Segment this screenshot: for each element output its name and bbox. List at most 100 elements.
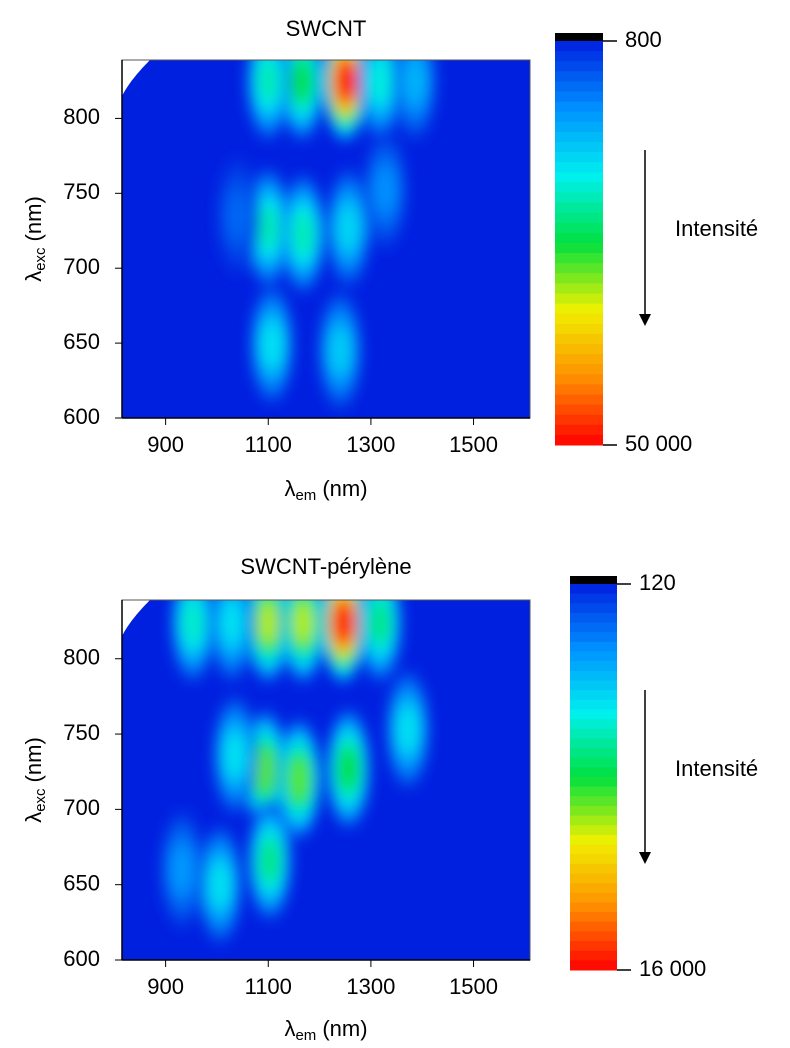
colorbar-cap [555,33,603,41]
x-tick-label: 1500 [449,432,498,457]
colorbar-cap [570,576,617,584]
colorbar-band [570,941,617,952]
peak [363,130,408,251]
peak-level [224,734,245,776]
y-tick-label: 650 [63,329,100,354]
colorbar-band [555,323,603,335]
peak [326,167,371,288]
peak-level [370,602,391,644]
colorbar-band [555,424,603,436]
colorbar-band [570,651,617,662]
peak [247,800,292,921]
colorbar-band [570,738,617,749]
colorbar-band [555,152,603,163]
colorbar-band [570,950,617,961]
colorbar-band [555,121,603,133]
x-tick-label: 900 [147,432,184,457]
peak-level [330,330,351,372]
peak [321,600,366,683]
colorbar-band [570,680,617,691]
colorbar-band [570,690,617,701]
colorbar-band [555,41,603,52]
annotation: Intensité [675,216,758,241]
peak [326,708,371,829]
axis-subscript: exc [32,247,49,271]
axis-unit: (nm) [322,476,367,501]
colorbar-band [555,434,603,446]
axis-unit: (nm) [21,737,46,782]
colorbar-band [570,767,617,778]
peak-level [292,60,313,102]
colorbar-band [570,593,617,604]
colorbar-band [570,825,617,836]
y-tick-label: 750 [63,179,100,204]
peak-level [258,207,279,249]
peak-level [210,864,231,906]
colorbar-band [570,960,617,971]
colorbar-band [555,283,603,294]
axis-symbol: λ [21,812,46,823]
axis-subscript: exc [32,788,49,812]
y-tick-label: 700 [63,795,100,820]
colorbar-band [570,757,617,768]
colorbar-tick-label: 120 [639,570,676,595]
peak-level [227,195,248,237]
corner-mask [122,600,150,636]
colorbar-band [555,232,603,244]
annotation: Intensité [675,756,758,781]
x-axis-label: λem (nm) [284,1016,367,1044]
peak [160,809,205,930]
peak-level [375,169,396,211]
colorbar-band [570,912,617,923]
y-tick-label: 650 [63,870,100,895]
peak-level [335,60,356,102]
peak [281,173,326,294]
peak-level [333,602,354,644]
peak-level [172,849,193,891]
y-axis-label: λexc (nm) [21,737,49,823]
peak [281,600,326,683]
colorbar-band [555,222,603,234]
y-tick-label: 800 [63,645,100,670]
colorbar-band [555,81,603,92]
colorbar-band [555,344,603,355]
colorbar-band [570,863,617,874]
axis-symbol: λ [284,476,295,501]
colorbar-band [555,142,603,153]
colorbar-band [555,364,603,375]
peak-level [182,602,203,644]
colorbar-band [555,273,603,284]
colorbar-band [570,921,617,932]
colorbar-band [555,253,603,264]
x-axis-label: λem (nm) [284,476,367,504]
peak [249,284,294,405]
colorbar-band [570,854,617,865]
y-tick-label: 750 [63,720,100,745]
axis-symbol: λ [284,1016,295,1041]
heatmap-blur [215,60,438,411]
colorbar-band [555,333,603,345]
peak [358,600,403,683]
colorbar-band [555,61,603,72]
colorbar-band [570,612,617,624]
peak-level [221,602,242,644]
colorbar-band [570,719,617,730]
peak-level [338,207,359,249]
y-axis-label: λexc (nm) [21,196,49,282]
colorbar-band [555,202,603,214]
colorbar-tick-label: 16 000 [639,956,706,981]
colorbar-band [570,873,617,884]
axis-unit: (nm) [21,196,46,241]
x-tick-label: 1100 [245,974,292,999]
colorbar-band [570,931,617,942]
peak-level [293,213,314,255]
colorbar-band [570,892,617,903]
colorbar-band [555,182,603,193]
peak [212,695,257,816]
colorbar-band [555,384,603,395]
peak [243,710,288,831]
colorbar-band [555,212,603,224]
colorbar-band [570,728,617,739]
colorbar-band [570,796,617,807]
